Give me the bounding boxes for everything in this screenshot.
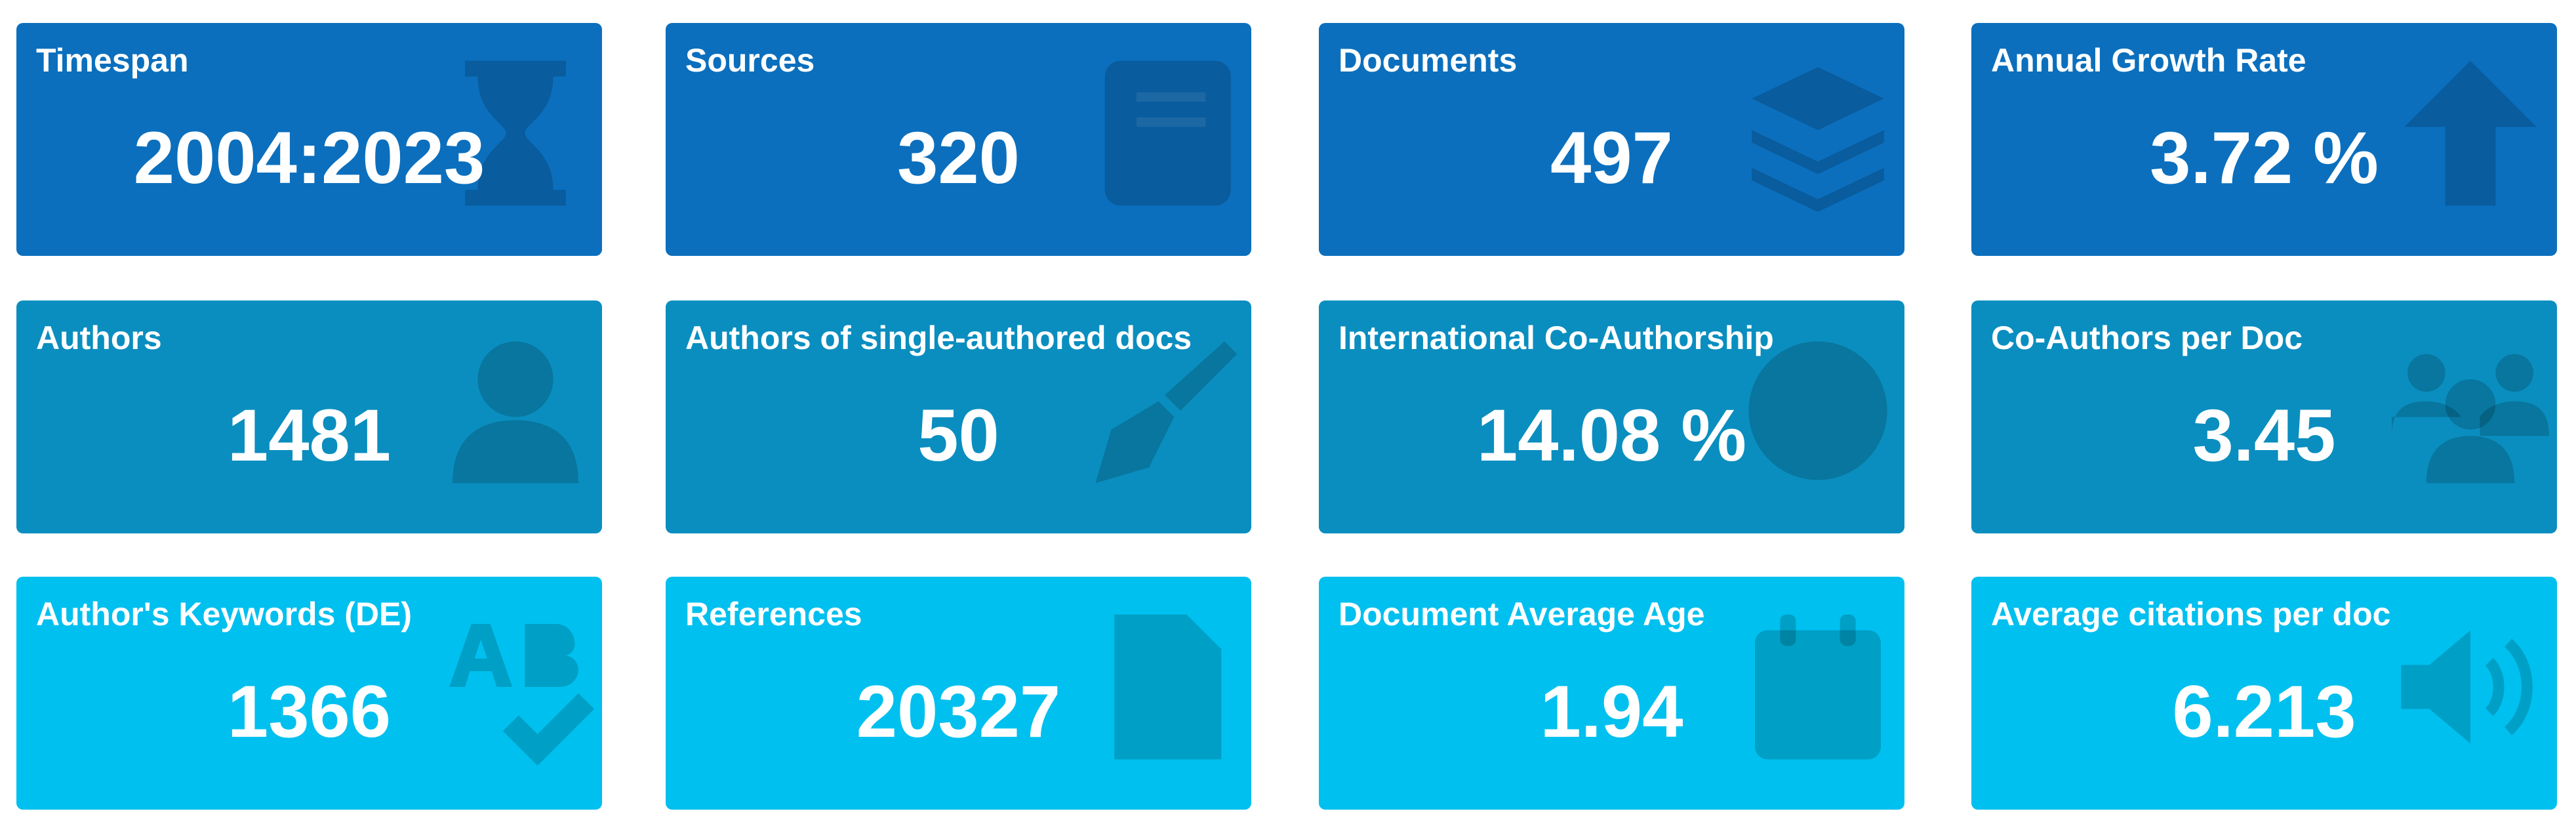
card-label: Authors: [36, 320, 162, 356]
card-icon: [449, 624, 594, 766]
card-value: 3.72 %: [2150, 117, 2379, 199]
card-label: Sources: [685, 42, 815, 79]
card-icon: [1752, 67, 1884, 212]
card-value: 6.213: [2172, 671, 2356, 753]
card-label: Author's Keywords (DE): [36, 596, 413, 632]
card-label: References: [685, 596, 862, 632]
card-label: Document Average Age: [1338, 596, 1705, 632]
stat-card: References 20327: [666, 577, 1251, 810]
stat-card: Author's Keywords (DE) 1366: [16, 577, 602, 810]
card-icon: [1748, 341, 1887, 480]
card-icon: [2392, 354, 2549, 484]
card-value: 3.45: [2192, 394, 2336, 476]
card-value: 1366: [227, 671, 392, 753]
card-label: Authors of single-authored docs: [685, 320, 1192, 356]
card-icon: [2401, 630, 2533, 744]
card-icon: [453, 341, 578, 484]
stat-card: Authors 1481: [16, 300, 602, 533]
card-icon: [1095, 341, 1238, 484]
stat-card: Documents 497: [1319, 23, 1904, 256]
card-label: Annual Growth Rate: [1991, 42, 2306, 79]
card-icon: [1104, 60, 1231, 206]
stat-card: Document Average Age 1.94: [1319, 577, 1904, 810]
card-value: 20327: [856, 671, 1061, 753]
card-value: 1.94: [1540, 671, 1683, 753]
stat-card: Timespan 2004:2023: [16, 23, 602, 256]
stat-card: Annual Growth Rate 3.72 %: [1971, 23, 2557, 256]
card-value: 14.08 %: [1477, 394, 1746, 476]
card-value: 2004:2023: [133, 117, 485, 199]
card-label: Average citations per doc: [1991, 596, 2391, 632]
stat-card: Sources 320: [666, 23, 1251, 256]
stat-card: Average citations per doc 6.213: [1971, 577, 2557, 810]
stat-card: Authors of single-authored docs 50: [666, 300, 1251, 533]
card-label: International Co-Authorship: [1338, 320, 1774, 356]
stat-card: Co-Authors per Doc 3.45: [1971, 300, 2557, 533]
card-value: 320: [897, 117, 1020, 199]
card-label: Documents: [1338, 42, 1518, 79]
card-icon: [1755, 614, 1881, 760]
card-value: 1481: [227, 394, 392, 476]
card-icon: [1114, 614, 1222, 760]
card-icon: [465, 60, 566, 206]
card-value: 497: [1550, 117, 1673, 199]
card-value: 50: [917, 394, 999, 476]
card-label: Timespan: [36, 42, 189, 79]
card-label: Co-Authors per Doc: [1991, 320, 2303, 356]
stat-card: International Co-Authorship 14.08 %: [1319, 300, 1904, 533]
card-icon: [2404, 60, 2537, 206]
